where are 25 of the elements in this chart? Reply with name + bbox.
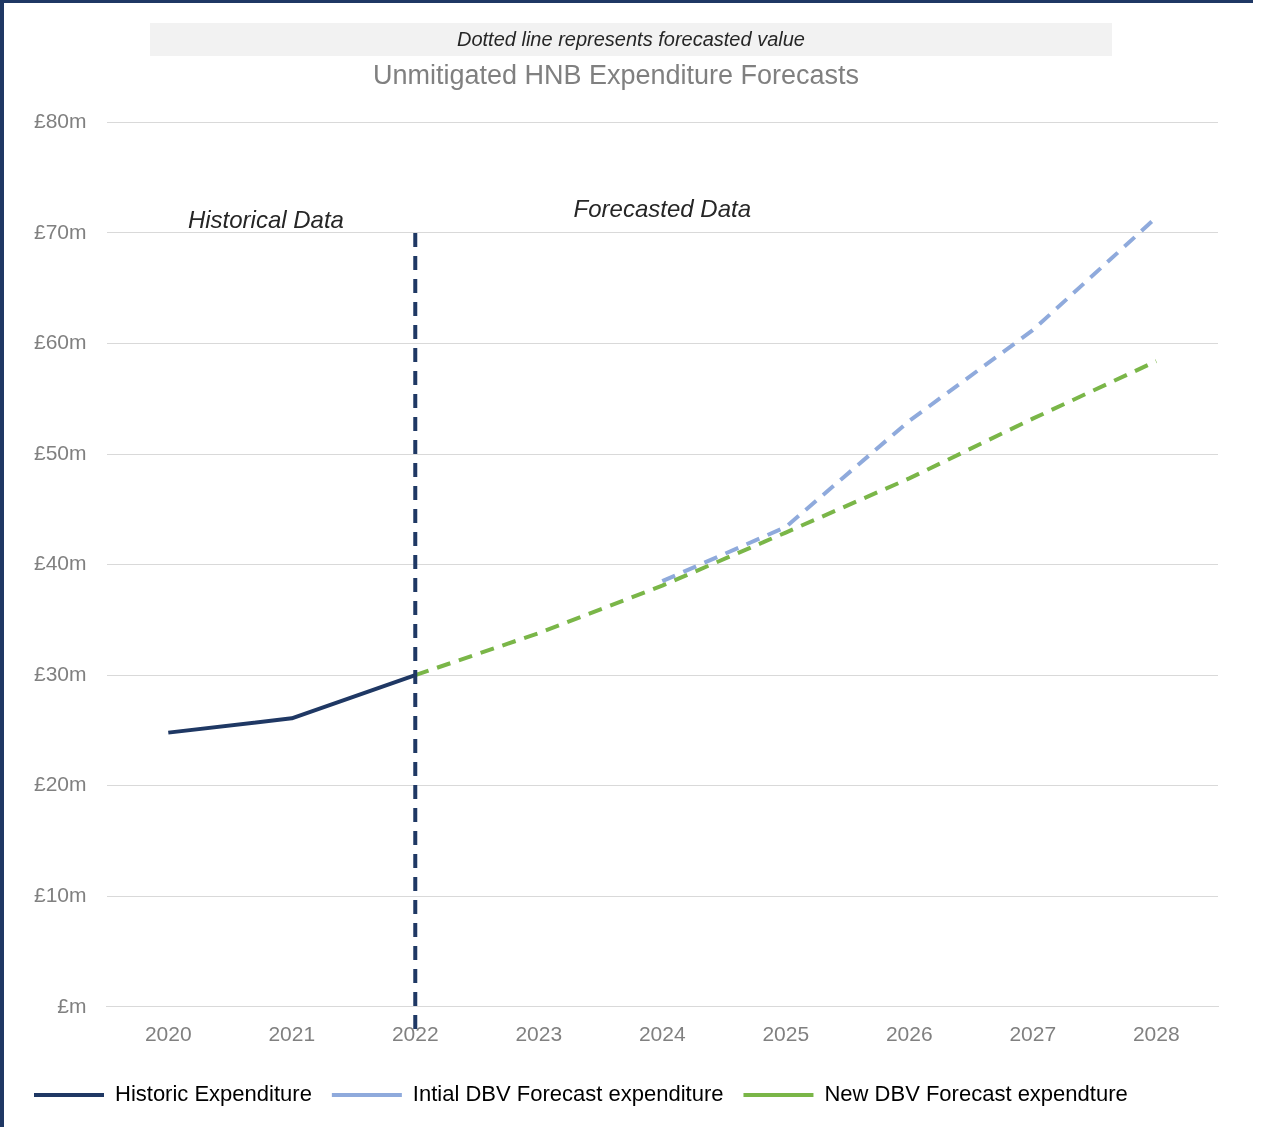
x-tick-label: 2027 [1009,1022,1057,1046]
y-tick-label: £m [57,993,87,1017]
x-tick-label: 2023 [515,1022,563,1046]
legend-label: Intial DBV Forecast expenditure [412,1081,724,1107]
annotation: Forecasted Data [573,194,751,222]
y-tick-label: £30m [34,661,87,685]
legend-label: Historic Expenditure [115,1081,312,1107]
chart-title: Unmitigated HNB Expenditure Forecasts [372,59,860,90]
y-tick-label: £10m [34,883,87,907]
legend-label: New DBV Forecast expendture [824,1081,1128,1107]
x-tick-label: 2022 [391,1022,439,1046]
y-tick-label: £70m [34,219,87,243]
annotation: Historical Data [187,205,344,233]
y-tick-label: £20m [34,772,87,796]
x-tick-label: 2026 [885,1022,933,1046]
chart-subtitle: Dotted line represents forecasted value [150,23,1112,56]
y-tick-label: £80m [34,109,87,133]
y-tick-label: £60m [34,330,87,354]
x-tick-label: 2025 [762,1022,810,1046]
y-tick-label: £50m [34,440,87,464]
y-tick-label: £40m [34,551,87,575]
x-tick-label: 2021 [268,1022,316,1046]
x-tick-label: 2028 [1132,1022,1180,1046]
x-tick-label: 2020 [144,1022,192,1046]
x-tick-label: 2024 [638,1022,686,1046]
